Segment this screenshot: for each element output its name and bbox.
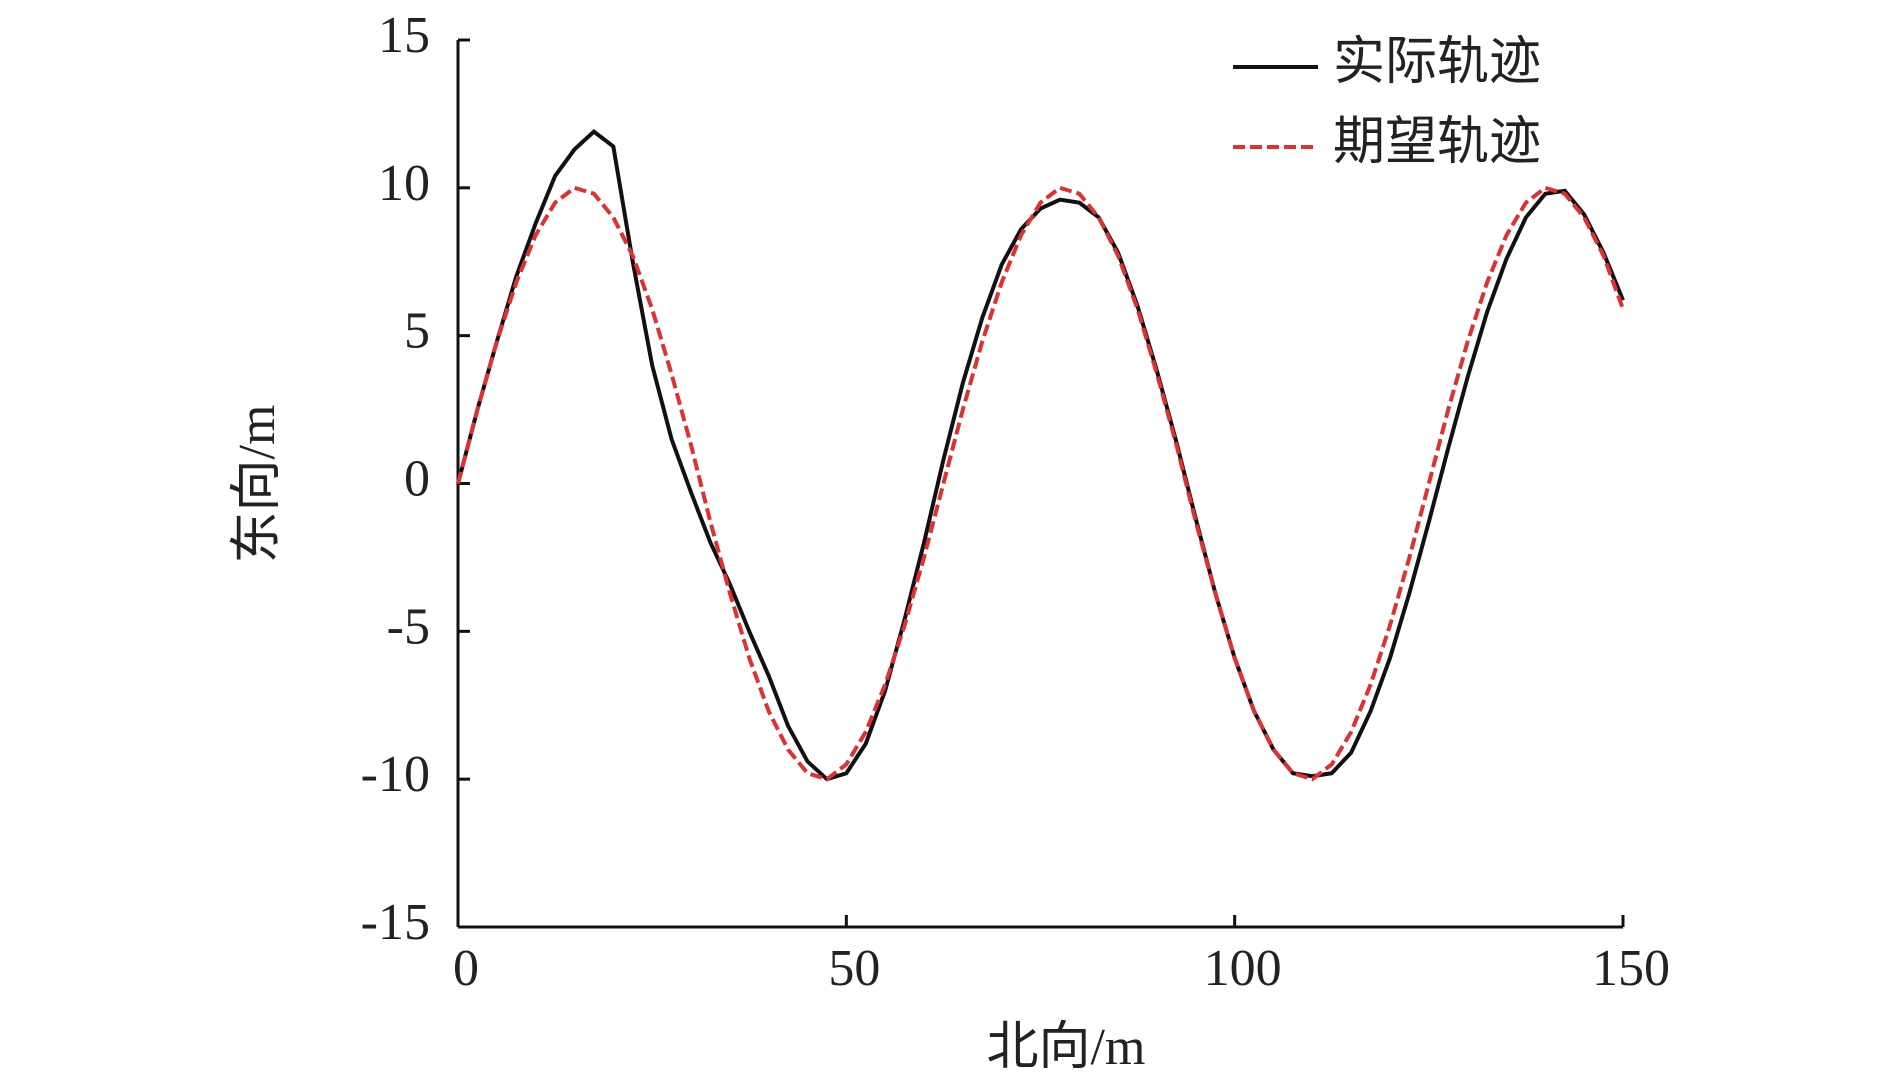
y-tick-label: 15 (378, 7, 430, 64)
x-tick-label: 150 (1592, 940, 1670, 997)
x-axis-label: 北向/m (987, 1019, 1146, 1076)
y-tick-label: 0 (404, 450, 430, 507)
y-axis-label: 东向/m (229, 405, 286, 564)
legend-label: 实际轨迹 (1333, 34, 1541, 91)
y-tick-label: -15 (361, 894, 430, 951)
x-tick-label: 100 (1204, 940, 1282, 997)
y-tick-label: 5 (404, 303, 430, 360)
y-tick-label: -5 (387, 598, 430, 655)
y-tick-label: 10 (378, 155, 430, 212)
x-tick-label: 0 (453, 940, 479, 997)
series-line (456, 185, 1625, 782)
x-tick-label: 50 (828, 940, 880, 997)
y-tick-label: -10 (361, 746, 430, 803)
legend-label: 期望轨迹 (1333, 114, 1541, 171)
series-line (456, 129, 1625, 782)
